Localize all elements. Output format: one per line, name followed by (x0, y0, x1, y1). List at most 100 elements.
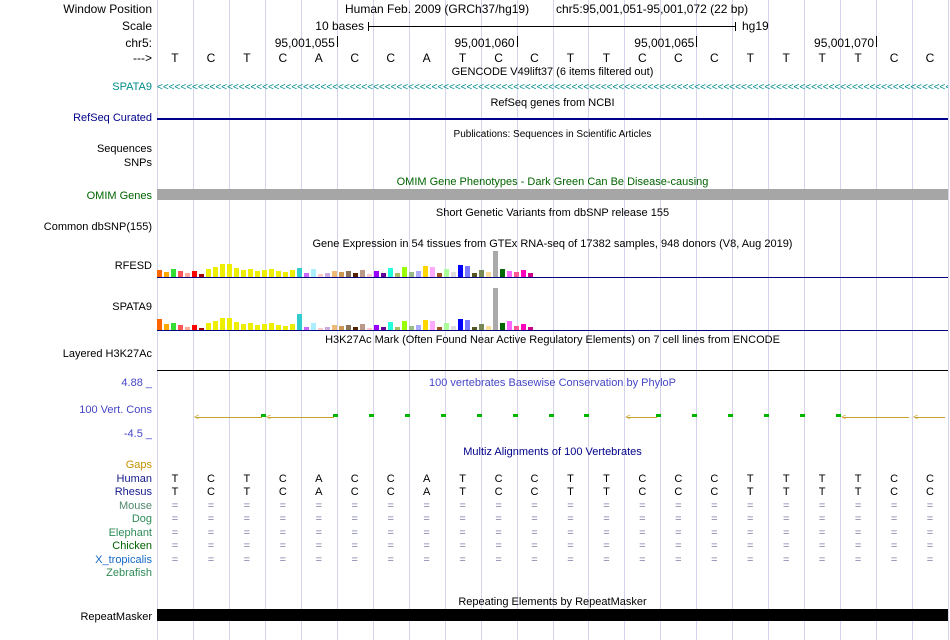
multiz-aligned-base: C (350, 486, 359, 498)
gtex-tissue-bar (227, 264, 232, 277)
multiz-unaligned-mark: = (423, 513, 430, 525)
multiz-unaligned-mark: = (675, 513, 682, 525)
multiz-species-label-mouse[interactable]: Mouse (118, 499, 152, 512)
multiz-unaligned-mark: = (818, 553, 826, 566)
gtex-expression-bars-rfesd[interactable] (157, 232, 948, 277)
multiz-species-label-gaps[interactable]: Gaps (125, 459, 152, 471)
ruler-tick (517, 36, 518, 47)
multiz-unaligned-mark: = (639, 526, 646, 539)
gtex-tissue-bar (395, 327, 400, 330)
gridline (948, 0, 949, 640)
dna-base: C (889, 51, 899, 65)
phylop-conservation-tick (548, 414, 554, 417)
gencode-gene-label[interactable]: SPATA9 (112, 81, 152, 93)
dna-base: T (602, 51, 611, 65)
multiz-unaligned-mark: = (495, 553, 502, 566)
gtex-gene-label-rfesd[interactable]: RFESD (114, 260, 152, 272)
gtex-tissue-bar (430, 267, 435, 277)
multiz-unaligned-mark: = (279, 499, 287, 512)
ruler-coordinate: 95,001,055 (274, 36, 335, 50)
gtex-tissue-bar (178, 271, 183, 277)
gtex-tissue-bar (500, 323, 505, 330)
refseq-curated-label[interactable]: RefSeq Curated (73, 112, 152, 124)
multiz-species-label-elephant[interactable]: Elephant (108, 526, 152, 539)
gencode-gene-strand-arrows[interactable]: <<<<<<<<<<<<<<<<<<<<<<<<<<<<<<<<<<<<<<<<… (157, 82, 948, 93)
repeatmasker-label[interactable]: RepeatMasker (80, 611, 152, 623)
multiz-aligned-base: T (782, 472, 790, 485)
common-dbsnp-label[interactable]: Common dbSNP(155) (43, 221, 152, 233)
multiz-unaligned-mark: = (567, 553, 574, 566)
dna-base: A (422, 51, 431, 65)
gtex-tissue-bar (192, 271, 197, 277)
multiz-unaligned-mark: = (782, 526, 790, 539)
multiz-unaligned-mark: = (675, 553, 682, 566)
gtex-tissue-bar (346, 325, 351, 330)
gtex-tissue-bar (388, 322, 393, 330)
multiz-unaligned-mark: = (315, 499, 322, 512)
multiz-unaligned-mark: = (747, 513, 754, 525)
multiz-species-label-rhesus[interactable]: Rhesus (114, 486, 152, 498)
multiz-unaligned-mark: = (603, 526, 610, 539)
gtex-tissue-bar (227, 318, 232, 330)
phylop-track-label[interactable]: 100 Vert. Cons (79, 404, 152, 416)
gtex-tissue-bar (269, 269, 274, 277)
multiz-unaligned-mark: = (711, 553, 718, 566)
multiz-species-label-dog[interactable]: Dog (131, 513, 152, 525)
gtex-tissue-bar (458, 265, 463, 277)
gtex-tissue-bar (451, 272, 456, 277)
omim-genes-bar[interactable] (157, 189, 948, 200)
gtex-expression-bars-spata9[interactable] (157, 285, 948, 330)
dna-base: C (530, 51, 539, 65)
multiz-unaligned-mark: = (423, 553, 430, 566)
gtex-tissue-bar (528, 327, 533, 330)
assembly-name: Human Feb. 2009 (GRCh37/hg19) (345, 2, 530, 16)
multiz-unaligned-mark: = (315, 526, 322, 539)
multiz-species-label-human[interactable]: Human (116, 472, 152, 485)
multiz-unaligned-mark: = (926, 499, 934, 512)
multiz-unaligned-mark: = (747, 499, 754, 512)
multiz-aligned-base: C (638, 472, 647, 485)
sequences-track-label[interactable]: Sequences (96, 143, 152, 155)
gtex-tissue-bar (318, 274, 323, 277)
gtex-tissue-bar (241, 270, 246, 277)
multiz-unaligned-mark: = (890, 499, 898, 512)
gtex-tissue-bar (171, 269, 176, 277)
multiz-aligned-base: C (674, 486, 683, 498)
layered-h3k27ac-label[interactable]: Layered H3K27Ac (62, 348, 152, 360)
multiz-unaligned-mark: = (782, 513, 790, 525)
gtex-tissue-bar (353, 273, 358, 277)
gtex-tissue-bar (325, 327, 330, 330)
multiz-unaligned-mark: = (351, 499, 358, 512)
multiz-species-label-x_tropicalis[interactable]: X_tropicalis (95, 553, 152, 566)
gtex-tissue-bar (346, 271, 351, 277)
multiz-unaligned-mark: = (459, 540, 466, 552)
phylop-conservation-tick (692, 414, 698, 417)
gtex-tissue-bar (528, 273, 533, 277)
gtex-tissue-bar (381, 273, 386, 277)
multiz-unaligned-mark: = (351, 540, 358, 552)
multiz-unaligned-mark: = (243, 526, 251, 539)
gtex-tissue-bar (276, 271, 281, 277)
gtex-gene-label-spata9[interactable]: SPATA9 (112, 301, 152, 313)
multiz-species-label-zebrafish[interactable]: Zebrafish (106, 567, 152, 579)
phylop-gap-arrow: < (265, 412, 272, 422)
gtex-tissue-bar (171, 323, 176, 330)
snps-track-label[interactable]: SNPs (123, 157, 152, 169)
gtex-tissue-bar (514, 272, 519, 277)
repeatmasker-bar[interactable] (157, 609, 948, 621)
refseq-curated-gene-line[interactable] (157, 118, 948, 120)
multiz-aligned-base: C (638, 486, 647, 498)
gridline (624, 0, 625, 640)
multiz-aligned-base: A (315, 486, 323, 498)
gridline (409, 0, 410, 640)
multiz-species-label-chicken[interactable]: Chicken (112, 540, 152, 552)
strand-direction-label: ---> (133, 51, 152, 65)
multiz-aligned-base: A (422, 472, 431, 485)
omim-genes-label[interactable]: OMIM Genes (86, 190, 152, 202)
multiz-unaligned-mark: = (387, 540, 394, 552)
